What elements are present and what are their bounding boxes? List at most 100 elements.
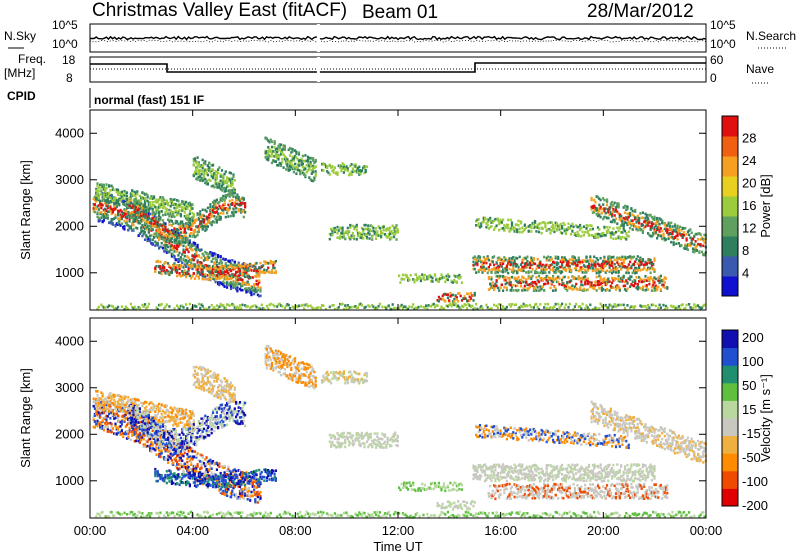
power-region-0-cell [193,256,197,259]
power-region-1-cell [159,202,162,206]
power-region-14-cell [134,308,138,311]
power-region-14-cell [568,302,571,306]
power-region-3-cell [246,273,249,277]
power-region-14-cell [236,305,239,309]
power-region-3-cell [219,265,222,269]
power-region-11-cell [652,280,655,284]
power-region-10-cell [472,260,475,264]
power-region-13-cell [510,223,514,226]
power-region-1-cell [124,204,127,207]
power-region-2-cell [209,208,212,212]
power-region-5-cell [274,152,277,155]
power-region-11-cell [663,281,666,284]
power-region-10-cell [555,261,559,264]
power-region-14-cell [131,306,134,309]
power-region-10-cell [513,269,516,273]
power-region-1-cell [167,212,170,216]
power-region-12-cell [659,227,662,230]
power-region-12-cell [671,232,674,235]
power-region-3-cell [270,270,274,274]
power-region-0-cell [228,281,231,285]
power-region-10-cell [505,268,508,272]
power-region-6-cell [342,163,345,167]
power-region-1-cell [186,207,189,210]
power-region-4-cell [204,169,207,172]
power-region-10-cell [477,255,480,258]
power-region-14-cell [276,305,279,308]
power-region-4-cell [205,179,208,183]
power-region-1-cell [177,211,180,215]
power-region-10-cell [608,266,611,269]
power-region-4-cell [208,169,211,172]
power-region-0-cell [124,209,127,212]
power-region-11-cell [659,274,662,278]
power-region-10-cell [491,268,494,271]
power-region-10-cell [498,265,501,269]
power-region-10-cell [567,264,570,267]
power-region-1-cell [174,210,177,214]
power-region-1-cell [190,203,193,206]
freq-label: Freq. [18,52,46,66]
power-region-10-cell [605,260,609,264]
power-region-0-cell [229,287,233,291]
power-region-3-cell [273,271,276,275]
power-region-10-cell [609,264,612,267]
power-region-3-cell [273,261,276,264]
power-region-2-cell [235,197,238,200]
power-region-11-cell [543,277,546,281]
power-region-13-cell [596,232,600,236]
power-region-13-cell [585,223,588,227]
power-region-14-cell [354,305,357,308]
power-region-10-cell [608,263,611,267]
power-region-3-cell [246,264,249,268]
power-region-12-cell [679,232,682,236]
power-region-13-cell [553,230,556,234]
power-region-0-cell [237,278,240,282]
power-region-11-cell [629,275,632,278]
power-region-1-cell [141,204,144,208]
power-region-14-cell [164,305,167,309]
power-region-14-cell [581,302,584,306]
power-region-14-cell [594,306,597,310]
power-region-10-cell [579,262,582,265]
power-region-13-cell [522,229,525,232]
power-region-2-cell [214,207,217,211]
power-region-3-cell [233,267,236,270]
power-region-0-cell [104,199,107,202]
power-region-6-cell [346,167,349,170]
power-region-10-cell [531,267,534,271]
power-region-10-cell [494,268,497,271]
power-region-5-cell [291,147,294,151]
power-region-12-cell [703,237,706,241]
power-region-10-cell [621,265,624,269]
power-region-3-cell [222,267,225,270]
power-region-5-cell [264,149,267,153]
power-region-1-cell [190,208,193,211]
power-region-11-cell [594,282,597,285]
power-region-11-cell [638,286,641,290]
power-region-10-cell [530,259,533,263]
power-region-2-cell [140,212,143,216]
power-region-10-cell [544,265,547,269]
power-region-3-cell [169,271,172,274]
power-region-10-cell [536,271,539,275]
power-region-14-cell [647,303,650,307]
power-region-5-cell [283,144,286,148]
power-region-13-cell [489,226,492,229]
power-region-12-cell [648,213,651,217]
power-region-7-cell [378,233,381,237]
power-region-11-cell [618,278,621,282]
power-region-14-cell [666,306,669,310]
power-region-14-cell [554,302,557,306]
power-region-0-cell [99,203,102,206]
power-region-3-cell [210,270,213,274]
power-region-1-cell [143,199,147,202]
power-region-5-cell [272,159,275,162]
power-region-13-cell [503,224,506,227]
power-region-10-cell [546,255,550,259]
power-region-13-cell [484,216,487,220]
power-region-0-cell [176,243,179,247]
power-region-1-cell [136,203,139,207]
power-region-0-cell [187,241,190,245]
power-region-12-cell [675,230,678,233]
